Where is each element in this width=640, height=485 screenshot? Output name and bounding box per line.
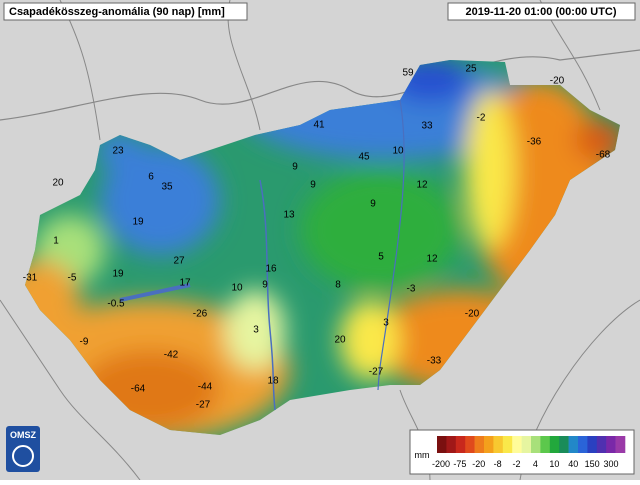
station-value: 13: [283, 210, 295, 221]
station-value: 5: [378, 252, 384, 263]
legend-label: 4: [533, 459, 538, 469]
legend: -200 -75 -20 -8 -2 4 10 40 150 300: [432, 436, 626, 469]
station-value: 6: [148, 172, 154, 183]
legend-swatch: [587, 436, 598, 453]
legend-swatch: [474, 436, 485, 453]
station-value: 27: [173, 256, 185, 267]
legend-label: -2: [513, 459, 521, 469]
legend-swatch: [606, 436, 616, 453]
legend-label: 10: [549, 459, 559, 469]
station-value: 12: [426, 254, 438, 265]
station-value: 17: [179, 278, 191, 289]
station-value: 12: [416, 180, 428, 191]
station-value: -27: [369, 367, 384, 378]
legend-label: -20: [472, 459, 485, 469]
station-value: -44: [198, 382, 213, 393]
station-value: 8: [335, 280, 341, 291]
legend-swatch: [521, 436, 532, 453]
station-value: -27: [196, 400, 211, 411]
station-value: -31: [23, 273, 38, 284]
station-value: -5: [68, 273, 77, 284]
station-value: -3: [407, 284, 416, 295]
station-value: -64: [131, 384, 146, 395]
station-value: 1: [53, 236, 59, 247]
lake: [119, 283, 191, 302]
legend-label: -75: [453, 459, 466, 469]
station-value: 59: [402, 68, 414, 79]
legend-swatch: [502, 436, 513, 453]
station-value: -36: [527, 137, 542, 148]
legend-label: -8: [494, 459, 502, 469]
station-value: 9: [310, 180, 316, 191]
legend-swatch: [549, 436, 560, 453]
logo-icon: [12, 445, 34, 467]
station-value: 18: [267, 376, 279, 387]
legend-label: 150: [585, 459, 600, 469]
legend-unit: mm: [415, 450, 430, 460]
station-value: -42: [164, 350, 179, 361]
station-value: 19: [112, 269, 124, 280]
legend-swatch: [568, 436, 579, 453]
title: Csapadékösszeg-anomália (90 nap) [mm]: [9, 6, 225, 18]
legend-swatch: [437, 436, 447, 453]
station-value: -26: [193, 309, 208, 320]
legend-swatch: [493, 436, 504, 453]
station-value: 16: [265, 264, 277, 275]
station-value: -20: [550, 76, 565, 87]
legend-swatch: [512, 436, 522, 453]
station-value: 23: [112, 146, 124, 157]
station-value: 45: [358, 152, 370, 163]
station-value: -68: [596, 150, 611, 161]
legend-label: -200: [432, 459, 450, 469]
legend-swatch: [484, 436, 494, 453]
legend-label: 40: [568, 459, 578, 469]
station-value: 9: [370, 199, 376, 210]
station-value: 41: [313, 120, 325, 131]
legend-swatch: [465, 436, 475, 453]
station-value: 20: [334, 335, 346, 346]
station-value: 20: [52, 178, 64, 189]
station-value: 3: [253, 325, 259, 336]
station-value: -33: [427, 356, 442, 367]
station-value: 35: [161, 182, 173, 193]
timestamp: 2019-11-20 01:00 (00:00 UTC): [465, 6, 616, 18]
station-value: 3: [383, 318, 389, 329]
station-value: 9: [262, 280, 268, 291]
legend-swatch: [559, 436, 569, 453]
station-value: 19: [132, 217, 144, 228]
river: [377, 99, 405, 391]
title-box: [3, 2, 248, 21]
legend-label: 300: [603, 459, 618, 469]
station-value: 25: [465, 64, 477, 75]
station-value: 10: [231, 283, 243, 294]
station-value: -2: [477, 113, 486, 124]
river: [259, 179, 276, 411]
legend-swatch: [596, 436, 607, 453]
station-value: -9: [80, 337, 89, 348]
legend-swatch: [531, 436, 541, 453]
station-value: 33: [421, 121, 433, 132]
legend-swatch: [540, 436, 551, 453]
logo-text: OMSZ: [10, 430, 37, 440]
station-value: -0.5: [107, 299, 125, 310]
legend-swatch: [446, 436, 457, 453]
legend-swatch: [615, 436, 626, 453]
legend-swatch: [578, 436, 588, 453]
station-value: 10: [392, 146, 404, 157]
station-value: 9: [292, 162, 298, 173]
station-value: -20: [465, 309, 480, 320]
legend-swatch: [455, 436, 466, 453]
timestamp-box: [447, 2, 636, 21]
